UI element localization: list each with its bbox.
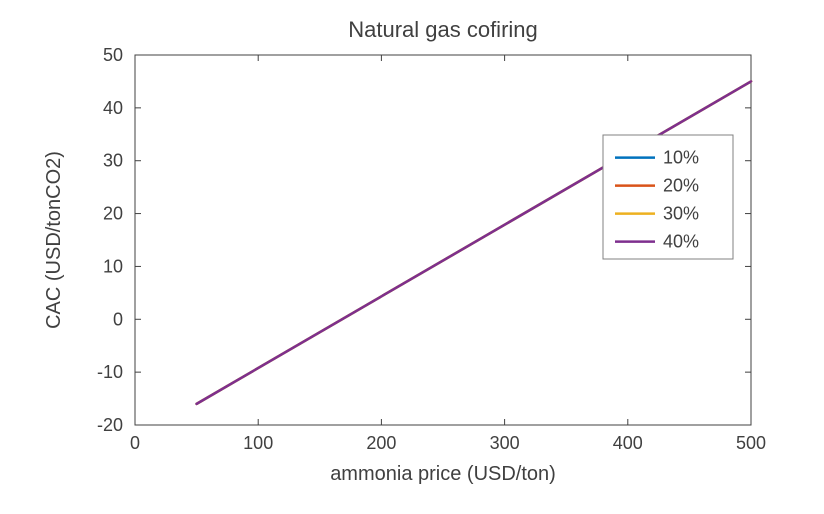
y-tick-label: -10 — [97, 362, 123, 382]
x-tick-label: 100 — [243, 433, 273, 453]
y-tick-label: 20 — [103, 204, 123, 224]
x-tick-label: 200 — [366, 433, 396, 453]
x-tick-label: 500 — [736, 433, 766, 453]
chart-container: 0 100 200 300 400 500 -20 -10 0 10 20 30 40 50 Natural… — [0, 0, 824, 514]
legend-label-40%: 40% — [663, 232, 699, 252]
legend: 10% 20% 30% 40% — [603, 135, 733, 259]
y-axis-label: CAC (USD/tonCO2) — [43, 151, 65, 329]
chart-title: Natural gas cofiring — [348, 17, 538, 42]
y-tick-label: -20 — [97, 415, 123, 435]
legend-label-20%: 20% — [663, 176, 699, 196]
y-tick-label: 30 — [103, 151, 123, 171]
x-tick-label: 300 — [490, 433, 520, 453]
y-tick-label: 40 — [103, 98, 123, 118]
x-tick-label: 400 — [613, 433, 643, 453]
y-tick-label: 50 — [103, 45, 123, 65]
legend-label-30%: 30% — [663, 204, 699, 224]
legend-label-10%: 10% — [663, 148, 699, 168]
chart-svg: 0 100 200 300 400 500 -20 -10 0 10 20 30 40 50 Natural… — [0, 0, 824, 514]
x-axis-label: ammonia price (USD/ton) — [330, 463, 556, 485]
x-tick-label: 0 — [130, 433, 140, 453]
y-tick-label: 10 — [103, 256, 123, 276]
y-tick-label: 0 — [113, 309, 123, 329]
